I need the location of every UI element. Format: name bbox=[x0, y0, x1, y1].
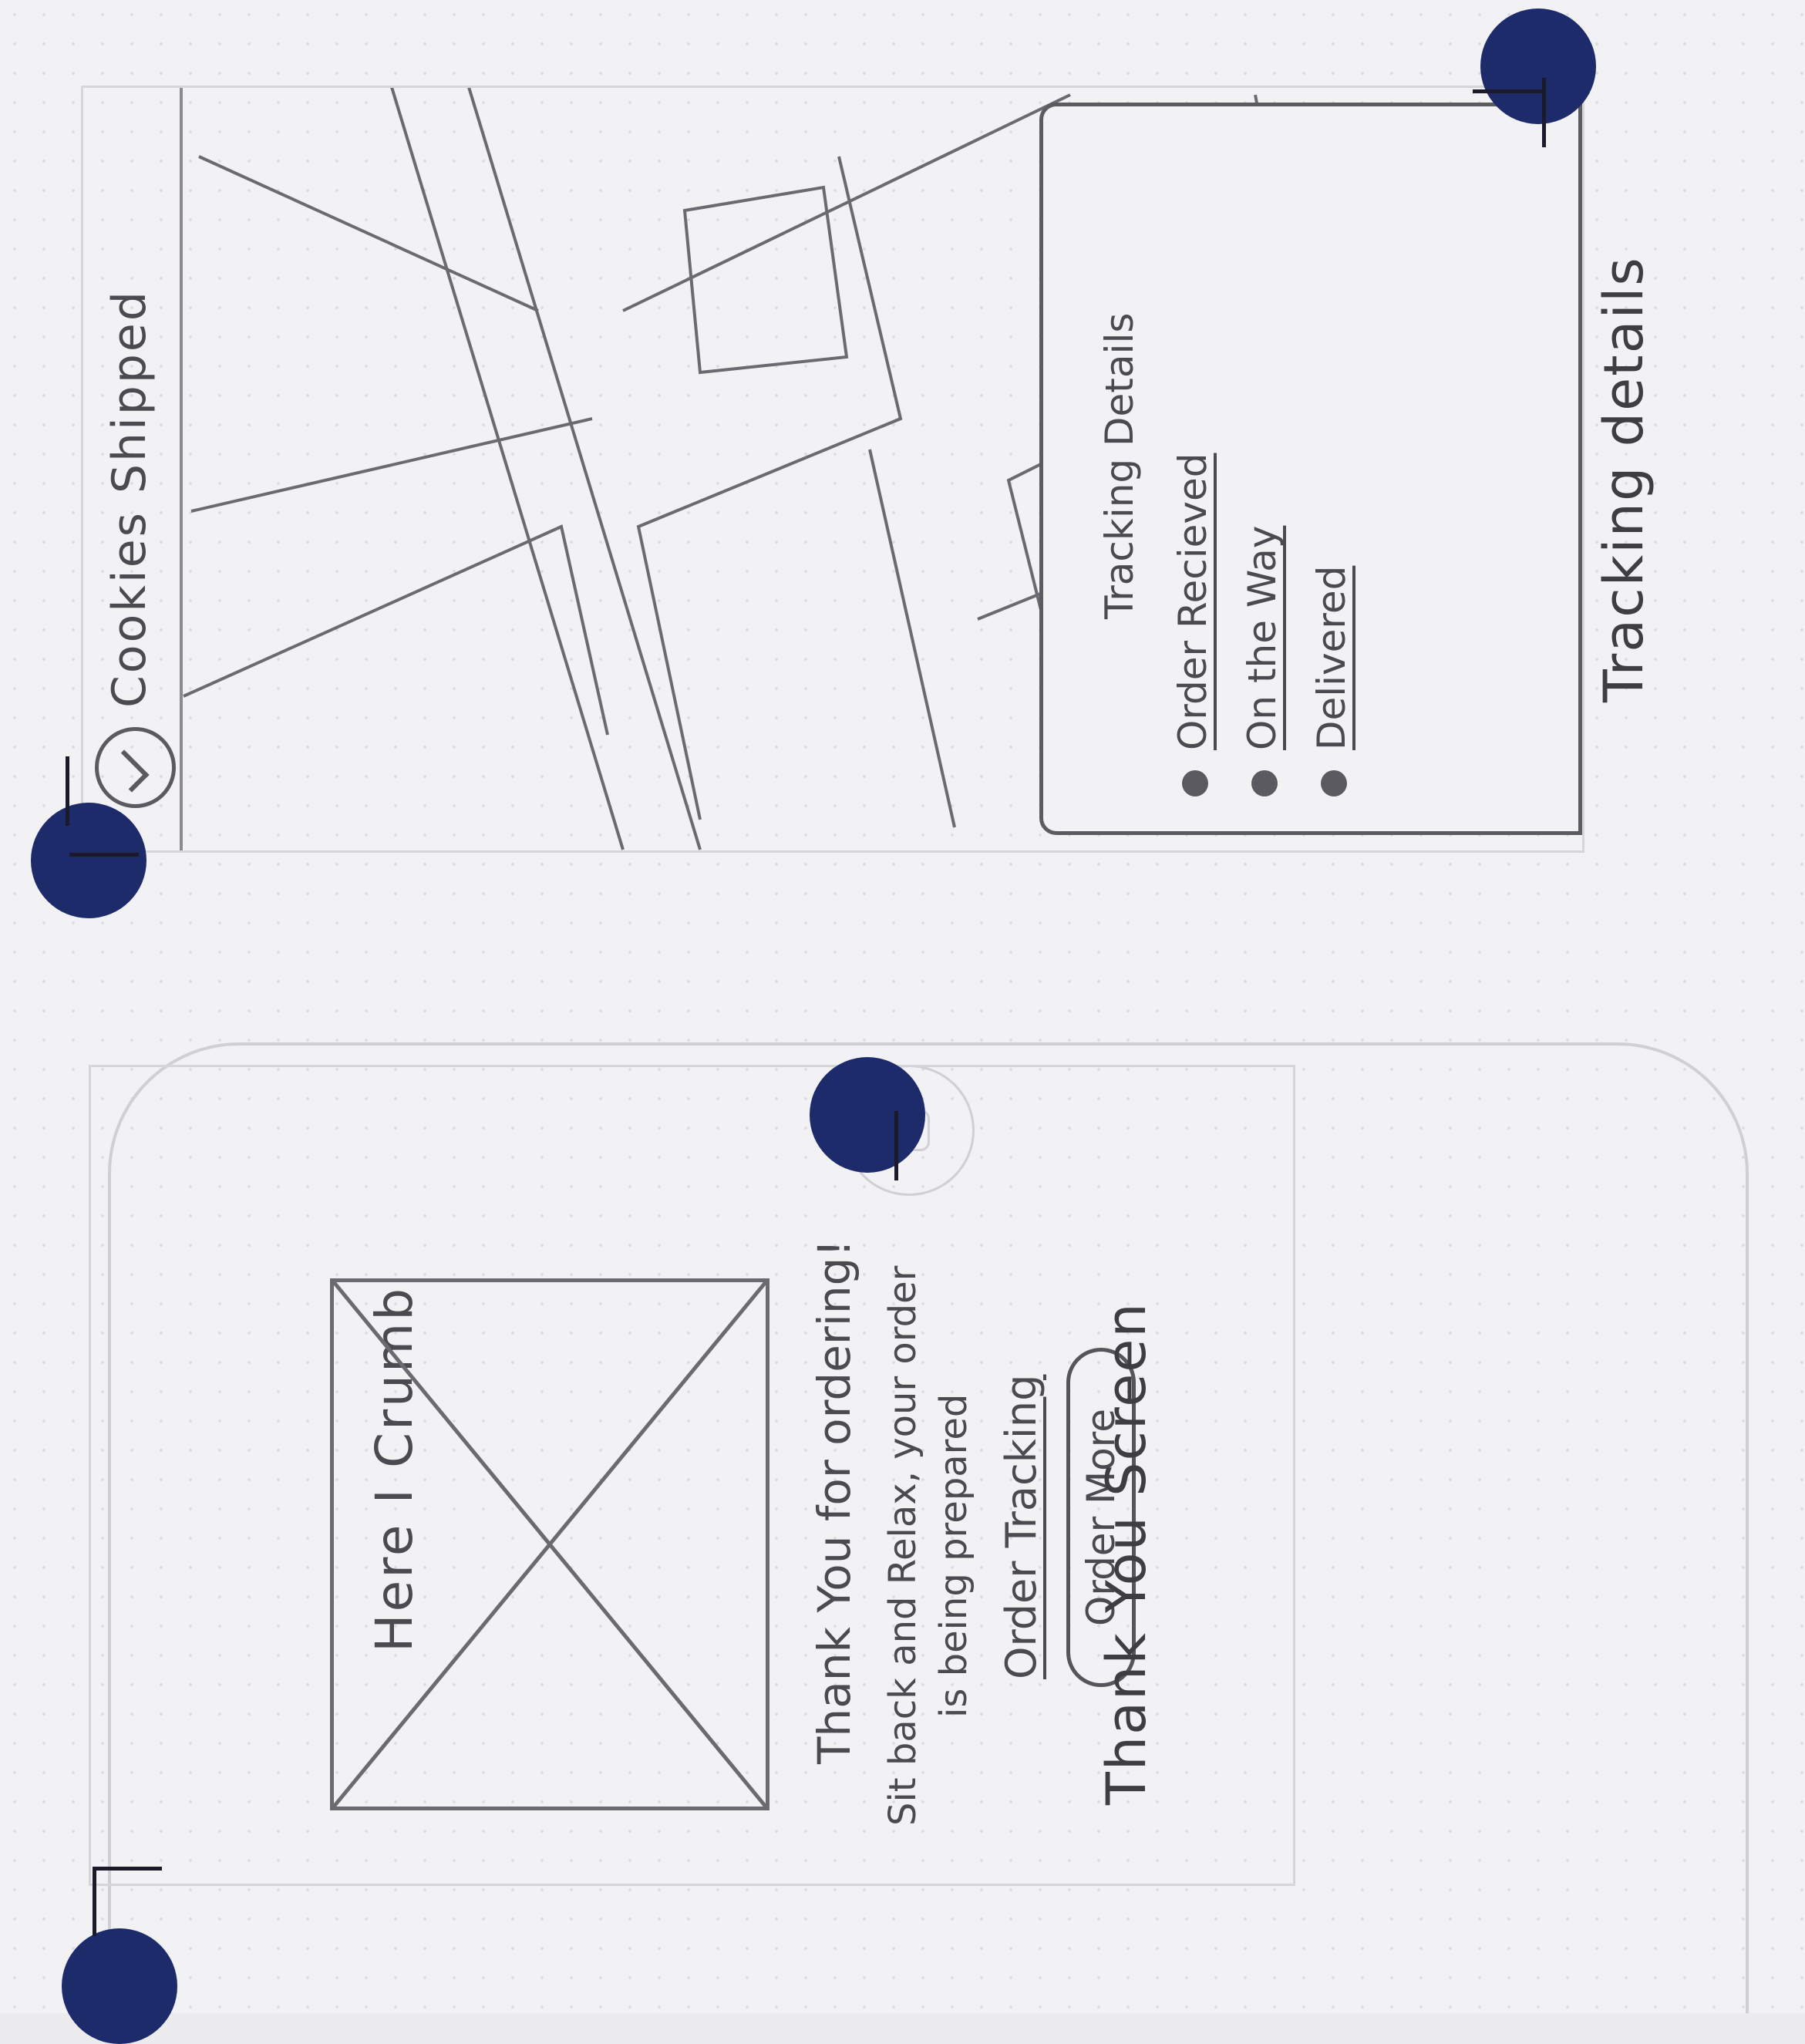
corner-marker bbox=[810, 1057, 925, 1173]
step-order-received[interactable]: Order Recieved bbox=[1170, 453, 1215, 750]
corner-marker-line bbox=[894, 1111, 898, 1180]
thank-you-screen: Here I Crumb Thank You for ordering! Sit… bbox=[89, 1065, 1295, 1886]
step-indicator bbox=[1251, 770, 1278, 796]
step-delivered[interactable]: Delivered bbox=[1309, 565, 1354, 750]
order-status-line-2: is being prepared bbox=[932, 1393, 975, 1718]
corner-marker-line bbox=[1473, 89, 1542, 93]
corner-marker bbox=[1480, 8, 1596, 124]
step-indicator bbox=[1182, 770, 1208, 796]
thank-you-message: Thank You for ordering! bbox=[808, 1239, 860, 1764]
image-placeholder-cross bbox=[332, 1281, 767, 1808]
corner-marker-line bbox=[66, 756, 69, 826]
tracking-screen: Cookies Shipped bbox=[81, 86, 1584, 853]
corner-marker-line bbox=[93, 1867, 96, 1936]
corner-marker-line bbox=[69, 853, 139, 857]
thank-you-caption: Thank You Screen bbox=[1095, 1301, 1158, 1805]
tracking-caption: Tracking details bbox=[1592, 256, 1655, 702]
corner-marker-line bbox=[1542, 78, 1546, 147]
order-status-line-1: Sit back and Relax, your order bbox=[881, 1265, 924, 1826]
corner-marker-line bbox=[93, 1867, 162, 1871]
tracking-details-title: Tracking Details bbox=[1097, 312, 1142, 619]
step-on-the-way[interactable]: On the Way bbox=[1240, 525, 1285, 750]
order-tracking-link[interactable]: Order Tracking bbox=[997, 1374, 1046, 1679]
step-indicator bbox=[1321, 770, 1347, 796]
image-placeholder-icon bbox=[330, 1278, 769, 1810]
corner-marker bbox=[62, 1928, 177, 2044]
corner-marker bbox=[31, 803, 146, 918]
